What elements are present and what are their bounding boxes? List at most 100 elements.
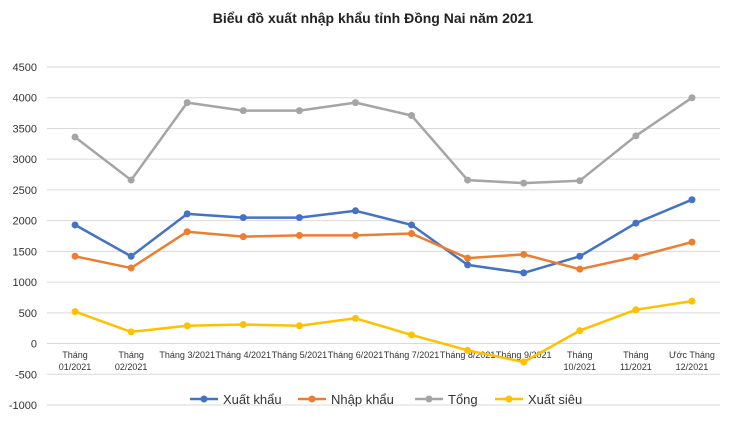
- data-point: [239, 320, 247, 328]
- data-point: [408, 112, 416, 120]
- data-point: [464, 346, 472, 354]
- x-tick-label: Tháng 7/2021: [384, 350, 440, 360]
- series-group: [71, 228, 696, 273]
- x-tick-label-line: Tháng: [623, 350, 649, 360]
- x-tick-label-line: Tháng 5/2021: [272, 350, 328, 360]
- legend-item: Xuất siêu: [495, 392, 582, 407]
- x-tick-label-line: 01/2021: [59, 362, 92, 372]
- x-tick-label: Ước Tháng 12/2021: [669, 350, 715, 372]
- legend-item: Xuất khẩu: [190, 392, 282, 407]
- series-line: [74, 230, 693, 271]
- x-tick-label-line: Tháng 9/2021: [496, 350, 552, 360]
- y-tick-label: 4000: [13, 93, 37, 105]
- legend-swatch-marker: [200, 395, 208, 403]
- y-tick-label: 4500: [13, 62, 37, 74]
- x-tick-label: Tháng 6/2021: [328, 350, 384, 360]
- data-point: [520, 250, 528, 258]
- data-point: [520, 358, 528, 366]
- x-tick-label-line: 12/2021: [676, 362, 709, 372]
- data-point: [464, 254, 472, 262]
- data-point: [632, 306, 640, 314]
- x-tick-label: Tháng 10/2021: [564, 350, 597, 372]
- y-tick-label: 0: [31, 339, 37, 351]
- y-tick-label: 2000: [13, 216, 37, 228]
- data-point: [576, 265, 584, 273]
- data-point: [71, 308, 79, 316]
- legend: Xuất khẩu Nhập khẩu Tổng Xuất siêu: [190, 392, 582, 407]
- y-tick-label: 500: [19, 308, 37, 320]
- y-tick-label: 1000: [13, 277, 37, 289]
- legend-label: Tổng: [448, 392, 478, 407]
- legend-swatch-marker: [425, 395, 433, 403]
- series-group: [71, 196, 696, 277]
- y-tick-label: 3000: [13, 154, 37, 166]
- legend-label: Xuất siêu: [528, 392, 582, 407]
- x-tick-label-line: Tháng 8/2021: [440, 350, 496, 360]
- data-point: [408, 230, 416, 238]
- x-tick-label-line: 02/2021: [115, 362, 148, 372]
- y-tick-label: 3500: [13, 123, 37, 135]
- data-point: [408, 331, 416, 339]
- data-point: [464, 176, 472, 184]
- data-point: [127, 328, 135, 336]
- chart-title: Biểu đồ xuất nhập khẩu tỉnh Đồng Nai năm…: [213, 10, 534, 26]
- x-tick-label-line: Ước Tháng: [669, 350, 715, 360]
- y-tick-label: -1000: [9, 400, 37, 412]
- data-point: [239, 233, 247, 241]
- legend-label: Nhập khẩu: [331, 392, 394, 407]
- legend-label: Xuất khẩu: [223, 392, 282, 407]
- x-tick-label: Tháng 02/2021: [115, 350, 148, 372]
- series-line: [74, 198, 693, 275]
- data-point: [576, 327, 584, 335]
- x-tick-label-line: Tháng: [118, 350, 144, 360]
- series-line: [74, 299, 693, 364]
- series-lines: [71, 94, 696, 366]
- y-axis-ticks: 4500 4000 3500 3000 2500 2000 1500 1000 500 0 -500…: [9, 62, 37, 412]
- data-point: [183, 210, 191, 218]
- y-tick-label: 2500: [13, 185, 37, 197]
- data-point: [71, 221, 79, 229]
- data-point: [127, 252, 135, 260]
- data-point: [127, 264, 135, 272]
- x-tick-label-line: Tháng 4/2021: [216, 350, 272, 360]
- legend-swatch-marker: [308, 395, 316, 403]
- series-group: [71, 94, 696, 187]
- x-tick-label-line: Tháng 3/2021: [159, 350, 215, 360]
- data-point: [576, 177, 584, 185]
- data-point: [127, 176, 135, 184]
- data-point: [688, 94, 696, 102]
- gridlines: [47, 66, 720, 406]
- x-tick-label: Tháng 9/2021: [496, 350, 552, 360]
- data-point: [71, 252, 79, 260]
- data-point: [464, 261, 472, 269]
- data-point: [183, 99, 191, 107]
- data-point: [688, 238, 696, 246]
- x-tick-label-line: Tháng 6/2021: [328, 350, 384, 360]
- x-tick-label: Tháng 5/2021: [272, 350, 328, 360]
- x-tick-label: Tháng 01/2021: [59, 350, 92, 372]
- data-point: [688, 196, 696, 204]
- x-tick-label: Tháng 4/2021: [216, 350, 272, 360]
- data-point: [71, 133, 79, 141]
- data-point: [688, 297, 696, 305]
- data-point: [351, 314, 359, 322]
- data-point: [183, 228, 191, 236]
- y-tick-label: -500: [15, 369, 37, 381]
- x-tick-label-line: 11/2021: [620, 362, 652, 372]
- data-point: [520, 179, 528, 187]
- data-point: [239, 214, 247, 222]
- legend-item: Tổng: [415, 392, 478, 407]
- data-point: [295, 231, 303, 239]
- data-point: [183, 322, 191, 330]
- x-tick-label: Tháng 11/2021: [620, 350, 652, 372]
- data-point: [295, 214, 303, 222]
- data-point: [295, 107, 303, 115]
- x-tick-label-line: Tháng: [567, 350, 593, 360]
- data-point: [351, 231, 359, 239]
- x-tick-label: Tháng 8/2021: [440, 350, 496, 360]
- data-point: [351, 207, 359, 215]
- x-tick-label-line: 10/2021: [564, 362, 597, 372]
- x-tick-label-line: Tháng 7/2021: [384, 350, 440, 360]
